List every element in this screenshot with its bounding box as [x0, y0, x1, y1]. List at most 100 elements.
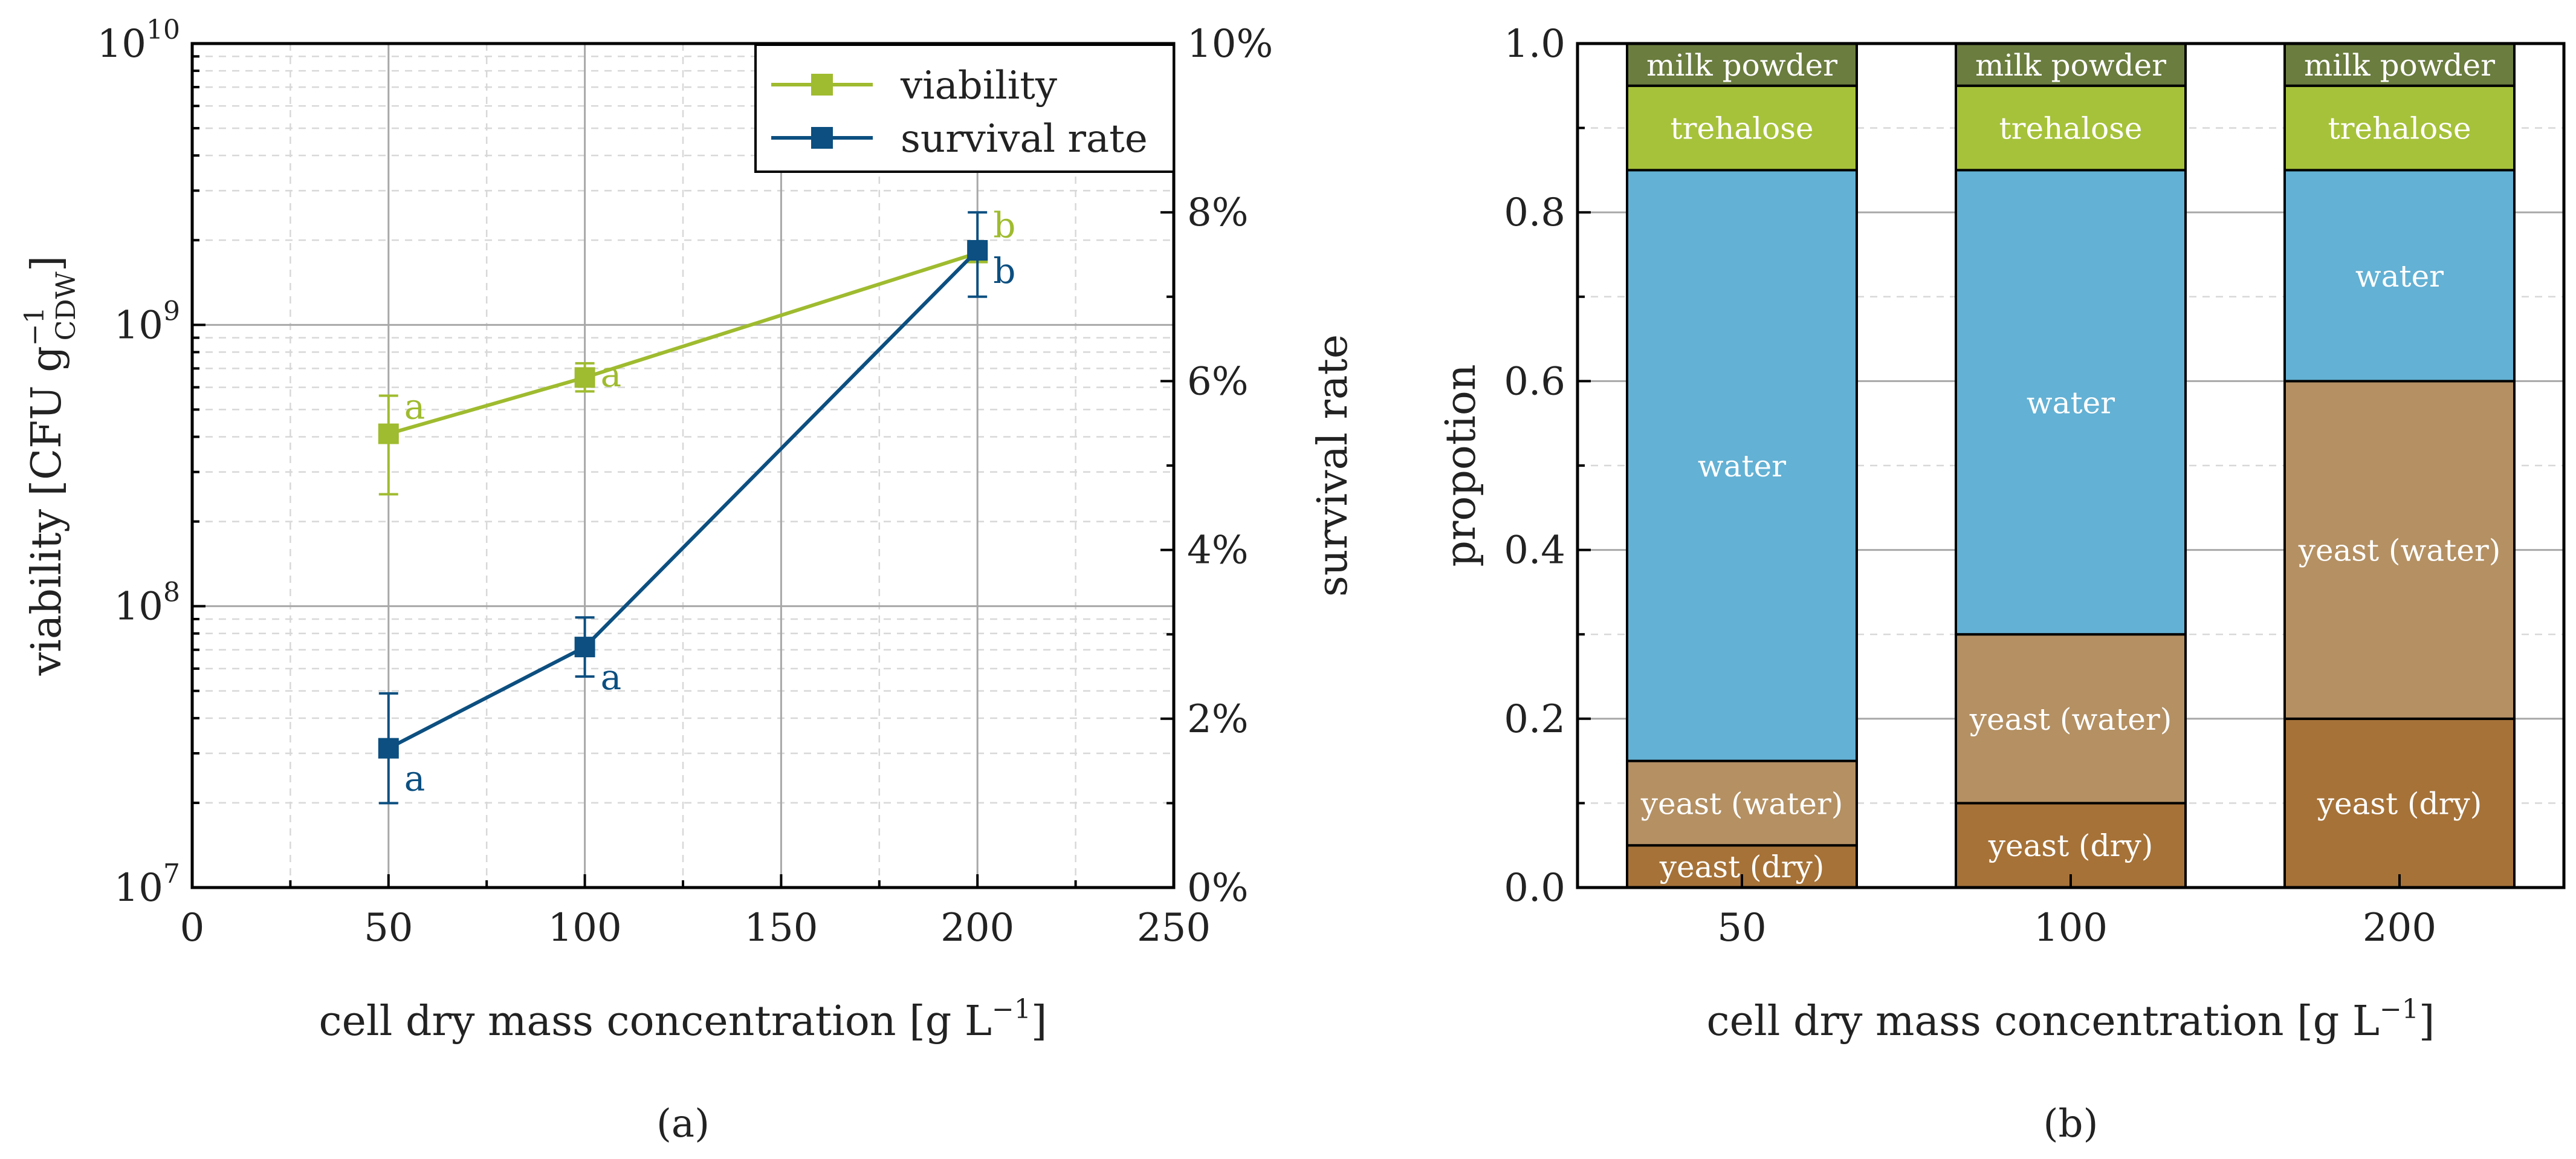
bar-segment-rect [2283, 169, 2516, 383]
bar-segment-rect [1955, 169, 2187, 636]
bar-segment-label: trehalose [1671, 111, 1814, 146]
bar-segment-label: water [1698, 449, 1786, 484]
bar-segment-label: yeast (water) [1969, 702, 2172, 737]
y-tick-label-right: 4% [1187, 528, 1249, 573]
y-tick-label: 1.0 [1504, 22, 1565, 67]
significance-label: a [601, 657, 622, 698]
bar-segment-rect [2283, 380, 2516, 720]
bar-segment-water: water [2283, 169, 2516, 383]
bar-segment-trehalose: trehalose [1626, 84, 1858, 172]
x-tick-label: 0 [180, 906, 205, 950]
bar-segment-milk-powder: milk powder [1955, 42, 2187, 87]
bar-segment-label: milk powder [1975, 48, 2166, 83]
panel-a-plot-frame [190, 42, 1176, 889]
panel-a-ylabel-right: survival rate [1309, 334, 1357, 597]
bar-segment-trehalose: trehalose [1955, 84, 2187, 172]
panel-b-stacked-bar-chart: yeast (dry) yeast (water) water trehalose mi… [1437, 22, 2566, 1146]
panel-b-subfigure-label: (b) [2044, 1102, 2099, 1146]
y-tick-label: 0.2 [1504, 697, 1565, 742]
bar-segment-milk-powder: milk powder [1626, 42, 1858, 87]
y-tick-exponent: 9 [163, 296, 180, 326]
bar-segment-yeast-water: yeast (water) [1626, 759, 1858, 847]
x-tick-label: 200 [2363, 906, 2436, 950]
bar-segment-rect [1955, 84, 2187, 172]
bar-segment-trehalose: trehalose [2283, 84, 2516, 172]
bar-segment-label: yeast (water) [2298, 533, 2501, 568]
y-tick-label: 0.6 [1504, 359, 1565, 404]
bar-segment-label: trehalose [1999, 111, 2143, 146]
series-viability: a a b [378, 205, 1015, 496]
panel-b-plot-frame [1576, 42, 2566, 889]
y-tick-label-left: 108 [114, 577, 180, 629]
x-tick-label: 150 [744, 906, 818, 950]
significance-label: a [404, 758, 426, 799]
series-survival-rate: a a b [378, 211, 1015, 805]
bar-segment-label: trehalose [2328, 111, 2471, 146]
x-tick-label: 200 [940, 906, 1014, 950]
bar-segment-label: water [2027, 385, 2115, 420]
data-point [574, 637, 595, 658]
y-tick-exponent: 7 [163, 859, 180, 889]
panel-a-ylabel-left: viability [CFU g−1CDW] [19, 256, 82, 677]
bar-segment-label: water [2355, 259, 2444, 294]
legend-entry-viability: viability [771, 63, 1057, 108]
stacked-bar-100: yeast (dry) yeast (water) water trehalose mi… [1955, 42, 2187, 889]
legend-label-survival-rate: survival rate [901, 117, 1148, 161]
significance-label: a [404, 386, 426, 427]
bar-segment-label: yeast (dry) [2317, 786, 2482, 821]
x-tick-label: 250 [1137, 906, 1211, 950]
bar-segment-rect [1955, 42, 2187, 87]
y-tick-base: 10 [114, 303, 163, 348]
panel-b-xlabel: cell dry mass concentration [g L−1] [1707, 994, 2435, 1045]
legend-frame [754, 44, 1175, 173]
bar-segment-label: milk powder [2304, 48, 2495, 83]
panel-a-subfigure-label: (a) [656, 1102, 710, 1146]
bar-segment-rect [1626, 759, 1858, 847]
y-tick-label: 0.0 [1504, 866, 1565, 911]
bar-segment-rect [2283, 84, 2516, 172]
y-tick-base: 10 [97, 22, 146, 67]
bar-segment-rect [2283, 42, 2516, 87]
bar-segment-rect [1626, 84, 1858, 172]
legend-label-viability: viability [900, 63, 1057, 108]
significance-label: a [601, 354, 622, 395]
panel-a-xlabel: cell dry mass concentration [g L−1] [319, 994, 1047, 1045]
stacked-bar-200: yeast (dry) yeast (water) water trehalose mi… [2283, 42, 2516, 889]
y-tick-exponent: 10 [146, 15, 180, 45]
legend-marker-viability [811, 74, 833, 96]
bar-segment-rect [1626, 169, 1858, 762]
bar-segment-yeast-water: yeast (water) [1955, 633, 2187, 805]
y-tick-base: 10 [114, 585, 163, 629]
bar-segment-label: milk powder [1646, 48, 1837, 83]
y-tick-exponent: 8 [163, 577, 180, 608]
x-tick-label: 100 [548, 906, 622, 950]
y-tick-label-left: 107 [114, 859, 180, 911]
y-tick-label-right: 10% [1187, 22, 1273, 67]
y-tick-label-right: 0% [1187, 866, 1249, 911]
bar-segment-yeast-dry: yeast (dry) [2283, 717, 2516, 889]
bar-segment-milk-powder: milk powder [2283, 42, 2516, 87]
bar-segment-water: water [1955, 169, 2187, 636]
panel-b-ticks: 0.0 0.2 0.4 0.6 0.8 1.0 50 100 200 [1504, 22, 2436, 950]
x-tick-label: 50 [1717, 906, 1766, 950]
legend-entry-survival-rate: survival rate [771, 117, 1148, 161]
x-tick-label: 50 [364, 906, 413, 950]
bar-segment-yeast-water: yeast (water) [2283, 380, 2516, 720]
stacked-bar-50: yeast (dry)yeast (water)watertrehalosemi… [1626, 42, 1858, 889]
y-tick-label-right: 6% [1187, 359, 1249, 404]
panel-a-line-chart: 0 50 100 150 200 25010710810910100%2%4%6%8%10… [19, 15, 1357, 1146]
panel-a-legend: viability survival rate [754, 44, 1175, 173]
y-tick-label: 0.8 [1504, 190, 1565, 235]
y-tick-label-left: 109 [114, 296, 180, 348]
bar-segment-label: yeast (water) [1640, 786, 1843, 821]
significance-label: b [993, 205, 1015, 246]
x-tick-label: 100 [2034, 906, 2108, 950]
panel-a-series: a a b a a b [378, 205, 1015, 805]
data-point [378, 423, 399, 444]
y-tick-label-right: 8% [1187, 190, 1249, 235]
data-point [378, 738, 399, 759]
bar-segment-rect [2283, 717, 2516, 889]
y-tick-label-right: 2% [1187, 697, 1249, 742]
panel-a-ticks: 0 50 100 150 200 25010710810910100%2%4%6%8%10… [97, 15, 1273, 950]
